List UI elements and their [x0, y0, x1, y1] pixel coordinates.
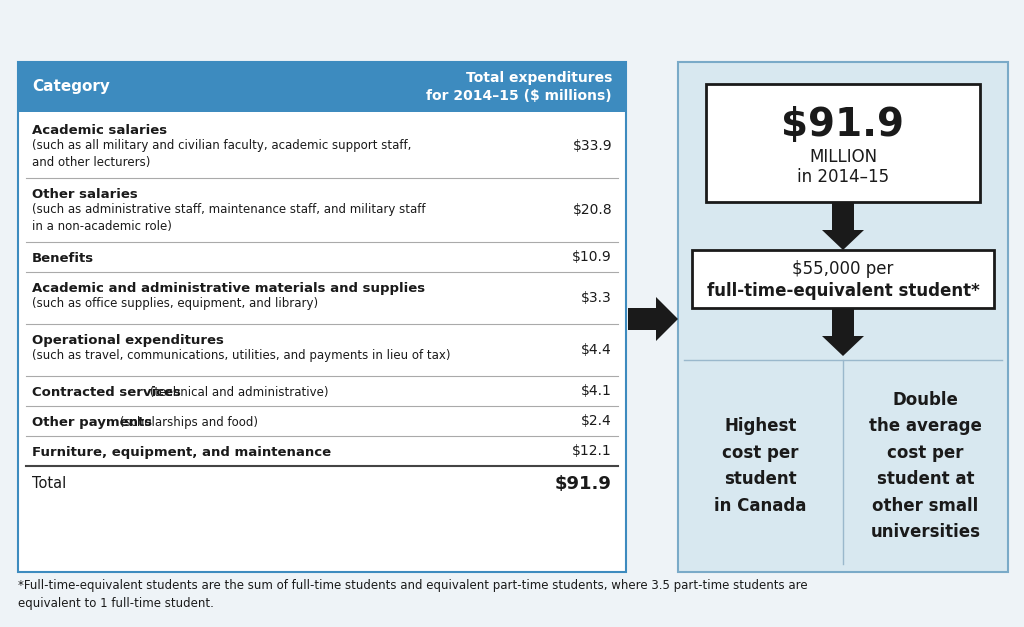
Text: $12.1: $12.1	[572, 444, 612, 458]
FancyBboxPatch shape	[678, 62, 1008, 572]
Text: $2.4: $2.4	[582, 414, 612, 428]
Text: (such as office supplies, equipment, and library): (such as office supplies, equipment, and…	[32, 297, 318, 310]
Text: full-time-equivalent student*: full-time-equivalent student*	[707, 282, 979, 300]
Text: Other payments: Other payments	[32, 416, 153, 429]
Polygon shape	[822, 308, 864, 356]
Text: Total expenditures
for 2014–15 ($ millions): Total expenditures for 2014–15 ($ millio…	[426, 71, 612, 103]
Text: (technical and administrative): (technical and administrative)	[146, 386, 329, 399]
Text: $33.9: $33.9	[572, 139, 612, 153]
Text: $4.1: $4.1	[582, 384, 612, 398]
FancyBboxPatch shape	[18, 62, 626, 112]
Text: $10.9: $10.9	[572, 250, 612, 264]
Text: Operational expenditures: Operational expenditures	[32, 334, 224, 347]
Text: Total: Total	[32, 477, 67, 492]
Text: (such as travel, communications, utilities, and payments in lieu of tax): (such as travel, communications, utiliti…	[32, 349, 451, 362]
FancyBboxPatch shape	[692, 250, 994, 308]
Text: (such as all military and civilian faculty, academic support staff,
and other le: (such as all military and civilian facul…	[32, 139, 412, 169]
Text: (scholarships and food): (scholarships and food)	[116, 416, 258, 429]
Text: $4.4: $4.4	[582, 343, 612, 357]
Polygon shape	[822, 202, 864, 250]
Text: $20.8: $20.8	[572, 203, 612, 217]
Text: Double
the average
cost per
student at
other small
universities: Double the average cost per student at o…	[869, 391, 982, 541]
Text: $91.9: $91.9	[555, 475, 612, 493]
Text: *Full-time-equivalent students are the sum of full-time students and equivalent : *Full-time-equivalent students are the s…	[18, 579, 808, 610]
Text: Contracted services: Contracted services	[32, 386, 181, 399]
Text: $55,000 per: $55,000 per	[793, 260, 894, 278]
Text: MILLION: MILLION	[809, 148, 878, 166]
Text: Furniture, equipment, and maintenance: Furniture, equipment, and maintenance	[32, 446, 331, 459]
Text: Other salaries: Other salaries	[32, 188, 138, 201]
Text: in 2014–15: in 2014–15	[797, 168, 889, 186]
Polygon shape	[628, 297, 678, 341]
FancyBboxPatch shape	[18, 62, 626, 572]
Text: Category: Category	[32, 80, 110, 95]
Text: (such as administrative staff, maintenance staff, and military staff
in a non-ac: (such as administrative staff, maintenan…	[32, 203, 426, 233]
Text: Academic salaries: Academic salaries	[32, 124, 167, 137]
Text: Highest
cost per
student
in Canada: Highest cost per student in Canada	[715, 418, 807, 515]
Text: Benefits: Benefits	[32, 252, 94, 265]
FancyBboxPatch shape	[706, 84, 980, 202]
Text: $91.9: $91.9	[781, 106, 904, 144]
Text: $3.3: $3.3	[582, 291, 612, 305]
Text: Academic and administrative materials and supplies: Academic and administrative materials an…	[32, 282, 425, 295]
